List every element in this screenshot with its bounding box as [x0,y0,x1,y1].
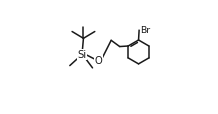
Text: O: O [95,55,103,65]
Text: Si: Si [78,50,87,60]
Text: Br: Br [140,26,150,35]
